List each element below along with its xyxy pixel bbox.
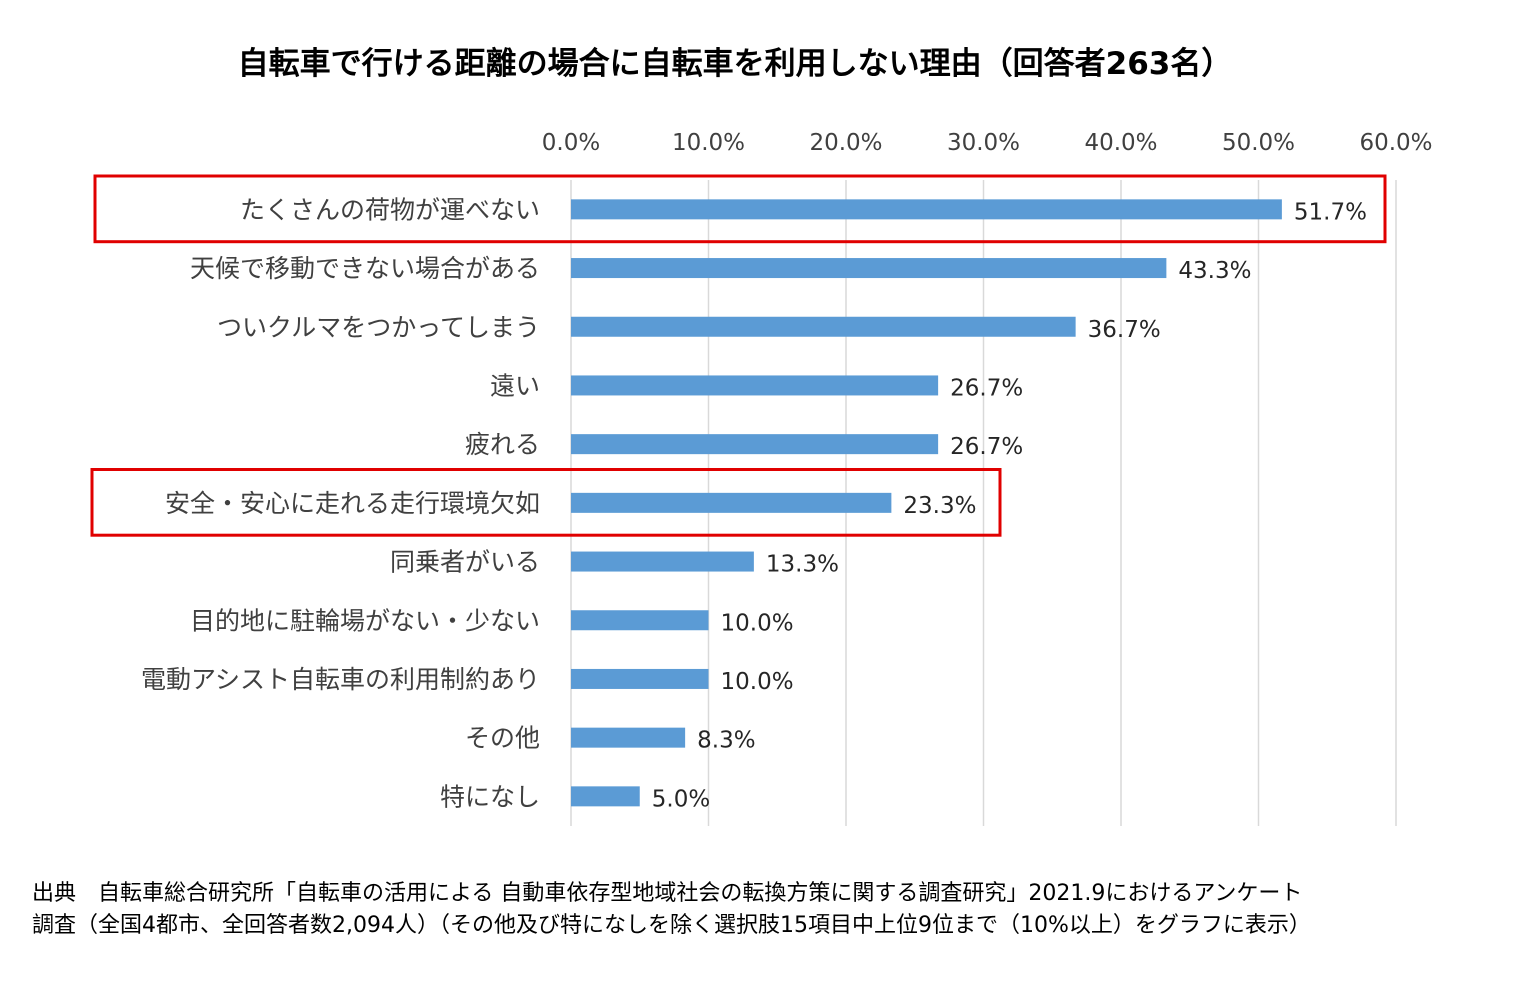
category-label: ついクルマをつかってしまう <box>217 313 540 342</box>
category-label: 天候で移動できない場合がある <box>190 254 540 283</box>
category-label: 同乗者がいる <box>390 548 540 577</box>
data-label: 51.7% <box>1294 199 1367 225</box>
data-label: 8.3% <box>697 728 755 754</box>
bar <box>571 551 754 572</box>
x-tick-label: 10.0% <box>672 130 745 156</box>
bars <box>571 199 1282 807</box>
category-label: その他 <box>465 724 540 753</box>
x-tick-label: 60.0% <box>1359 130 1432 156</box>
footnote-line-2: 調査（全国4都市、全回答者数2,094人）（その他及び特になしを除く選択肢15項… <box>32 913 1311 938</box>
data-label: 10.0% <box>721 669 794 695</box>
footnote-line-1: 出典 自転車総合研究所「自転車の活用による 自動車依存型地域社会の転換方策に関す… <box>32 881 1303 906</box>
category-label: 安全・安心に走れる走行環境欠如 <box>165 489 540 518</box>
highlight-boxes <box>90 174 1387 537</box>
chart-title: 自転車で行ける距離の場合に自転車を利用しない理由（回答者263名） <box>237 46 1233 82</box>
source-footnote: 出典 自転車総合研究所「自転車の活用による 自動車依存型地域社会の転換方策に関す… <box>32 878 1492 942</box>
category-labels: たくさんの荷物が運べない天候で移動できない場合があるついクルマをつかってしまう遠… <box>141 195 540 811</box>
x-tick-label: 30.0% <box>947 130 1020 156</box>
bar <box>571 434 939 455</box>
category-label: 電動アシスト自転車の利用制約あり <box>141 665 540 694</box>
x-axis-ticks: 0.0% 10.0% 20.0% 30.0% 40.0% 50.0% 60.0% <box>542 130 1433 156</box>
bar-chart: 0.0% 10.0% 20.0% 30.0% 40.0% 50.0% 60.0% たくさんの… <box>90 130 1433 826</box>
data-label: 26.7% <box>950 434 1023 460</box>
bar <box>571 316 1076 337</box>
data-label: 43.3% <box>1178 258 1251 284</box>
bar <box>571 727 686 748</box>
bar <box>571 492 892 513</box>
bar <box>571 668 709 689</box>
bar <box>571 375 939 396</box>
data-label: 23.3% <box>903 493 976 519</box>
highlight-box <box>90 468 1002 537</box>
x-tick-label: 40.0% <box>1084 130 1157 156</box>
x-tick-label: 0.0% <box>542 130 600 156</box>
data-label: 36.7% <box>1088 317 1161 343</box>
category-label: 目的地に駐輪場がない・少ない <box>190 606 540 635</box>
data-labels: 51.7% 43.3% 36.7% 26.7% 26.7% 23.3% 13.3% 10.0%… <box>652 199 1367 812</box>
data-label: 5.0% <box>652 786 710 812</box>
data-label: 26.7% <box>950 375 1023 401</box>
category-label: 特になし <box>440 782 540 811</box>
bar <box>571 610 709 631</box>
highlight-box <box>93 174 1387 244</box>
bar <box>571 258 1167 279</box>
category-label: たくさんの荷物が運べない <box>240 195 540 224</box>
data-label: 10.0% <box>721 610 794 636</box>
x-tick-label: 20.0% <box>809 130 882 156</box>
bar <box>571 786 640 807</box>
x-tick-label: 50.0% <box>1222 130 1295 156</box>
data-label: 13.3% <box>766 552 839 578</box>
bar <box>571 199 1282 220</box>
category-label: 遠い <box>490 371 540 400</box>
category-label: 疲れる <box>465 430 540 459</box>
